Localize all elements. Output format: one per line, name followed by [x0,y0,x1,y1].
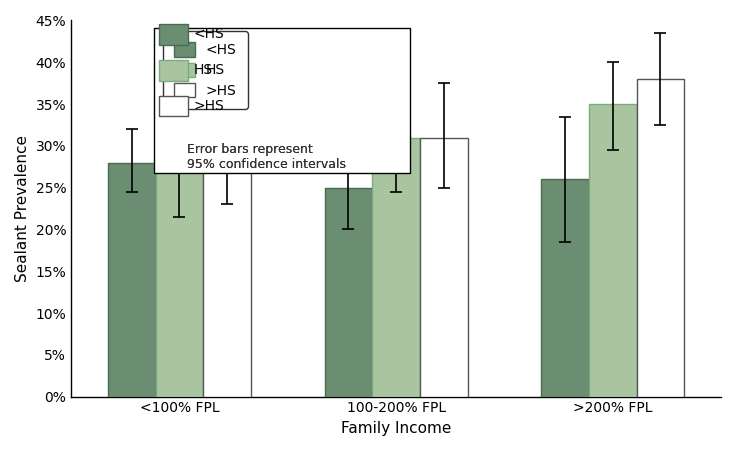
Bar [203,171,251,396]
Bar [541,179,589,396]
FancyBboxPatch shape [154,28,411,173]
X-axis label: Family Income: Family Income [341,421,451,436]
Text: HS: HS [194,63,213,77]
Text: >HS: >HS [194,99,224,113]
FancyBboxPatch shape [159,24,188,45]
Y-axis label: Sealant Prevalence: Sealant Prevalence [15,135,30,282]
Text: <HS: <HS [194,28,224,41]
Bar [589,104,637,396]
Bar [155,171,203,396]
Bar [372,138,420,396]
Text: Error bars represent
95% confidence intervals: Error bars represent 95% confidence inte… [187,143,346,171]
Legend: <HS, HS, >HS: <HS, HS, >HS [163,31,247,109]
Bar [637,79,684,396]
Bar [108,162,155,396]
FancyBboxPatch shape [159,96,188,116]
Bar [420,138,467,396]
Text: Error bars represent
95% confidence intervals: Error bars represent 95% confidence inte… [187,143,346,171]
FancyBboxPatch shape [159,60,188,81]
Bar [325,188,372,396]
